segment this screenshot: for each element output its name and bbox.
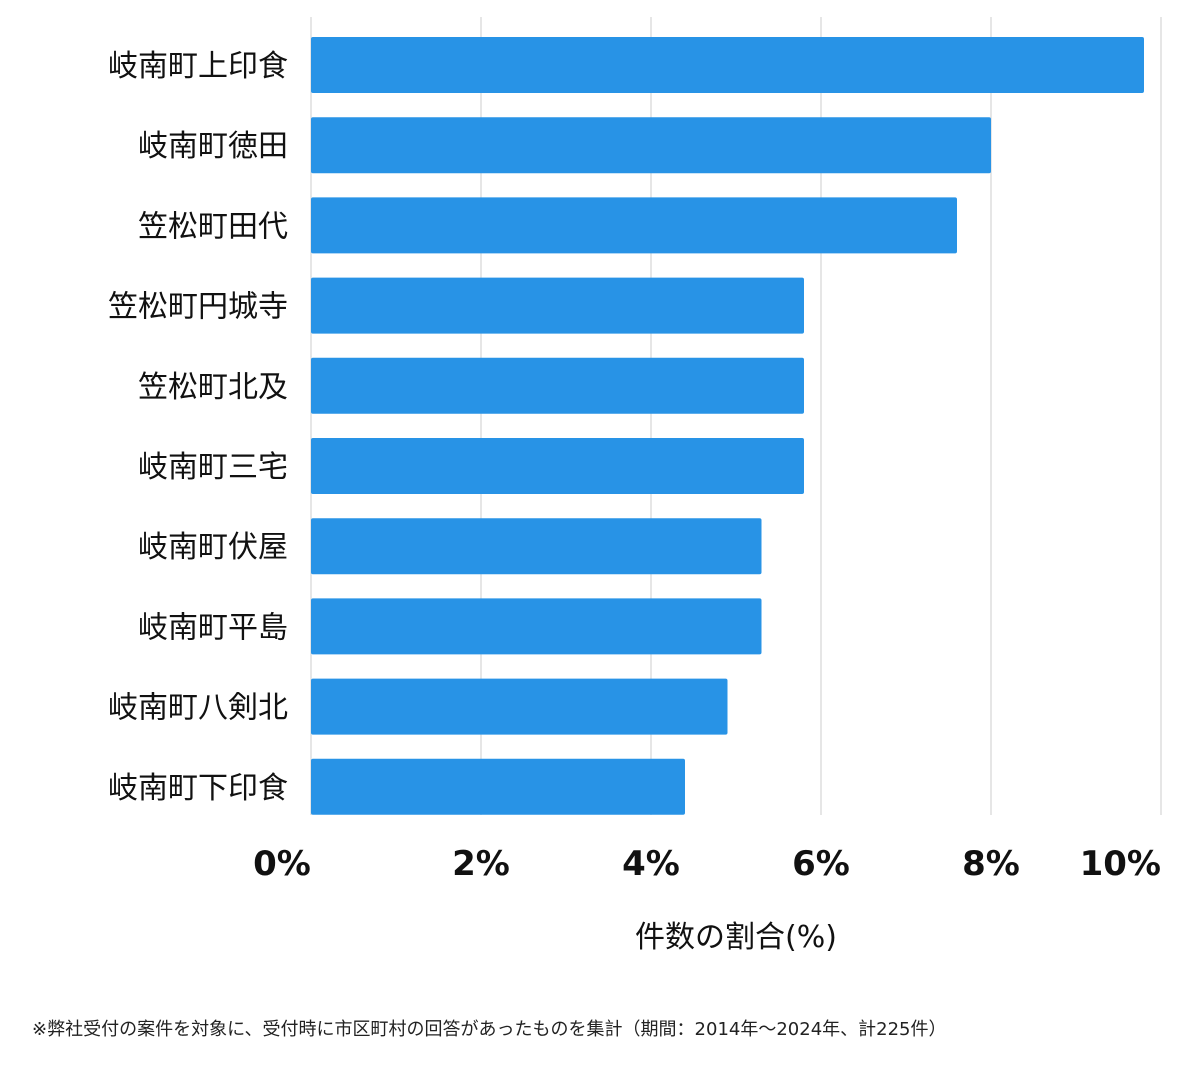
category-labels: 岐南町上印食岐南町徳田笠松町田代笠松町円城寺笠松町北及岐南町三宅岐南町伏屋岐南町… (108, 49, 288, 806)
x-tick-label: 10% (1080, 844, 1161, 884)
bar-7 (311, 598, 762, 655)
x-tick-label: 4% (622, 844, 680, 884)
bar-chart: 岐南町上印食岐南町徳田笠松町田代笠松町円城寺笠松町北及岐南町三宅岐南町伏屋岐南町… (108, 17, 1162, 955)
x-tick-label: 8% (962, 844, 1020, 884)
bar-2 (311, 197, 957, 254)
bars (311, 37, 1144, 815)
x-axis-title: 件数の割合(%) (635, 920, 837, 955)
bar-3 (311, 277, 804, 334)
bar-4 (311, 357, 804, 414)
bar-8 (311, 678, 728, 735)
x-tick-label: 6% (792, 844, 850, 884)
category-label: 岐南町上印食 (108, 49, 288, 84)
category-label: 岐南町伏屋 (138, 530, 288, 565)
bar-9 (311, 758, 685, 815)
x-tick-labels: 0% 2% 4% 6% 8% 10% (253, 844, 1161, 884)
category-label: 岐南町八剣北 (108, 691, 288, 726)
category-label: 岐南町徳田 (138, 129, 288, 164)
x-tick-label: 0% (253, 844, 311, 884)
category-label: 笠松町北及 (138, 370, 288, 405)
category-label: 笠松町田代 (138, 209, 288, 244)
footnote: ※弊社受付の案件を対象に、受付時に市区町村の回答があったものを集計（期間：201… (32, 1019, 947, 1040)
bar-1 (311, 117, 991, 174)
category-label: 岐南町三宅 (138, 450, 288, 485)
bar-6 (311, 518, 762, 575)
category-label: 笠松町円城寺 (108, 290, 288, 325)
x-tick-label: 2% (452, 844, 510, 884)
category-label: 岐南町下印食 (108, 771, 288, 806)
bar-0 (311, 37, 1144, 93)
bar-5 (311, 438, 804, 494)
category-label: 岐南町平島 (138, 610, 288, 645)
